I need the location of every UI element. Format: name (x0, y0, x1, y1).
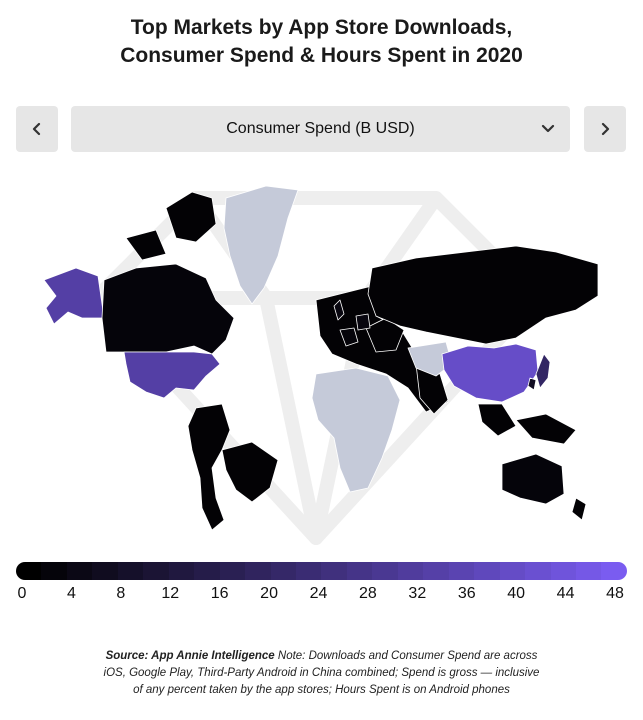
legend-tick-label: 32 (408, 585, 427, 602)
legend-color-step (245, 562, 271, 580)
legend-color-step (423, 562, 449, 580)
country-japan (535, 353, 551, 389)
legend-color-step (66, 562, 93, 580)
country-shape (515, 413, 577, 445)
world-map-svg (43, 185, 599, 545)
country-south-korea (527, 377, 537, 391)
legend-color-step (372, 562, 398, 580)
world-map (16, 168, 627, 548)
legend-tick-label: 28 (359, 585, 377, 602)
legend-color-step (219, 562, 246, 580)
legend-tick-label: 4 (66, 585, 76, 602)
footnote-line-2: iOS, Google Play, Third-Party Android in… (103, 667, 540, 679)
title-line-2: Consumer Spend & Hours Spent in 2020 (120, 44, 523, 67)
legend-color-step (525, 562, 551, 580)
legend-color-step (168, 562, 195, 580)
chevron-right-icon (601, 122, 610, 136)
legend-color-step (41, 562, 67, 580)
legend-color-step (117, 562, 144, 580)
legend-color-step (601, 562, 627, 580)
country-shape (187, 403, 231, 531)
title-line-1: Top Markets by App Store Downloads, (130, 16, 513, 39)
country-shape (165, 191, 217, 243)
footnote: Source: App Annie Intelligence Note: Dow… (40, 648, 603, 699)
country-germany (355, 313, 371, 331)
country-shape (125, 229, 167, 261)
legend-tick-label: 48 (606, 585, 624, 602)
legend-color-step (397, 562, 424, 580)
legend-tick-label: 12 (161, 585, 180, 602)
legend-color-step (270, 562, 296, 580)
legend-color-step (194, 562, 220, 580)
metric-select[interactable]: Consumer Spend (B USD) (71, 106, 570, 152)
legend-tick-label: 40 (507, 585, 526, 602)
country-shape (571, 497, 587, 521)
next-metric-button[interactable] (584, 106, 626, 152)
africa-no-data (311, 367, 401, 493)
legend-color-step (92, 562, 118, 580)
country-greenland (223, 185, 299, 305)
chevron-down-icon (541, 124, 555, 133)
country-shape (477, 403, 517, 437)
country-canada (101, 263, 235, 355)
legend-tick-label: 8 (116, 585, 126, 602)
legend-tick-label: 20 (260, 585, 278, 602)
legend-color-step (499, 562, 526, 580)
previous-metric-button[interactable] (16, 106, 58, 152)
legend-color-step (143, 562, 169, 580)
legend-color-step (474, 562, 500, 580)
country-united-kingdom (333, 299, 345, 321)
country-shape (365, 317, 405, 353)
footnote-source: Source: App Annie Intelligence (105, 650, 275, 662)
country-united-states (123, 351, 221, 399)
legend-color-scale (16, 562, 627, 580)
metric-controls: Consumer Spend (B USD) (0, 106, 643, 154)
legend-tick-label: 44 (556, 585, 575, 602)
legend-tick-label: 36 (457, 585, 476, 602)
legend-color-step (16, 562, 42, 580)
country-brazil (221, 441, 279, 503)
country-russia (367, 245, 599, 345)
legend-color-step (550, 562, 576, 580)
legend-color-step (295, 562, 322, 580)
footnote-line-3: of any percent taken by the app stores; … (133, 684, 510, 696)
legend-color-step (346, 562, 373, 580)
legend-tick-label: 24 (309, 585, 328, 602)
legend-color-step (575, 562, 602, 580)
metric-select-label: Consumer Spend (B USD) (226, 120, 415, 137)
legend-tick-labels: 0 4 8 12 16 20 24 28 32 36 40 44 48 (16, 585, 627, 607)
page-title: Top Markets by App Store Downloads, Cons… (0, 14, 643, 70)
chevron-left-icon (32, 122, 41, 136)
country-france (339, 327, 359, 347)
legend-tick-label: 16 (210, 585, 229, 602)
legend-color-step (321, 562, 347, 580)
legend-color-step (448, 562, 475, 580)
footnote-line-1: Note: Downloads and Consumer Spend are a… (274, 650, 538, 662)
country-australia (501, 453, 565, 505)
country-alaska (43, 267, 105, 325)
legend-tick-label: 0 (17, 585, 27, 602)
